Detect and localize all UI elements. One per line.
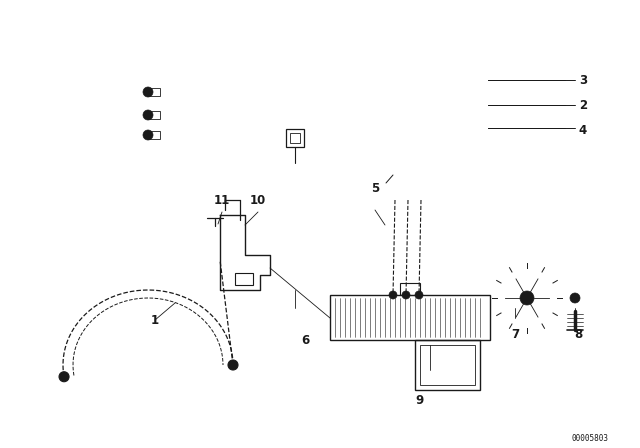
- Bar: [148, 131, 160, 139]
- Text: 10: 10: [250, 194, 266, 207]
- Circle shape: [143, 87, 153, 97]
- Text: 7: 7: [511, 328, 519, 341]
- Circle shape: [389, 291, 397, 299]
- Text: 3: 3: [579, 73, 587, 86]
- Bar: [235, 273, 253, 285]
- Circle shape: [228, 360, 238, 370]
- Circle shape: [402, 291, 410, 299]
- Text: 5: 5: [371, 181, 379, 194]
- Text: 11: 11: [214, 194, 230, 207]
- Text: 8: 8: [574, 328, 582, 341]
- Circle shape: [143, 130, 153, 140]
- Bar: [330, 295, 490, 340]
- Circle shape: [59, 372, 69, 382]
- Circle shape: [520, 291, 534, 305]
- Text: 1: 1: [151, 314, 159, 327]
- Text: 2: 2: [579, 99, 587, 112]
- Bar: [420, 345, 475, 385]
- Text: 00005803: 00005803: [572, 434, 609, 443]
- Bar: [290, 133, 300, 143]
- Bar: [148, 111, 160, 119]
- Circle shape: [143, 110, 153, 120]
- Circle shape: [415, 291, 423, 299]
- Text: 9: 9: [416, 393, 424, 406]
- Bar: [148, 88, 160, 96]
- Text: 4: 4: [579, 124, 587, 137]
- Text: 6: 6: [301, 333, 309, 346]
- Circle shape: [570, 293, 580, 303]
- Bar: [400, 283, 420, 295]
- Bar: [415, 340, 480, 390]
- Bar: [286, 129, 304, 147]
